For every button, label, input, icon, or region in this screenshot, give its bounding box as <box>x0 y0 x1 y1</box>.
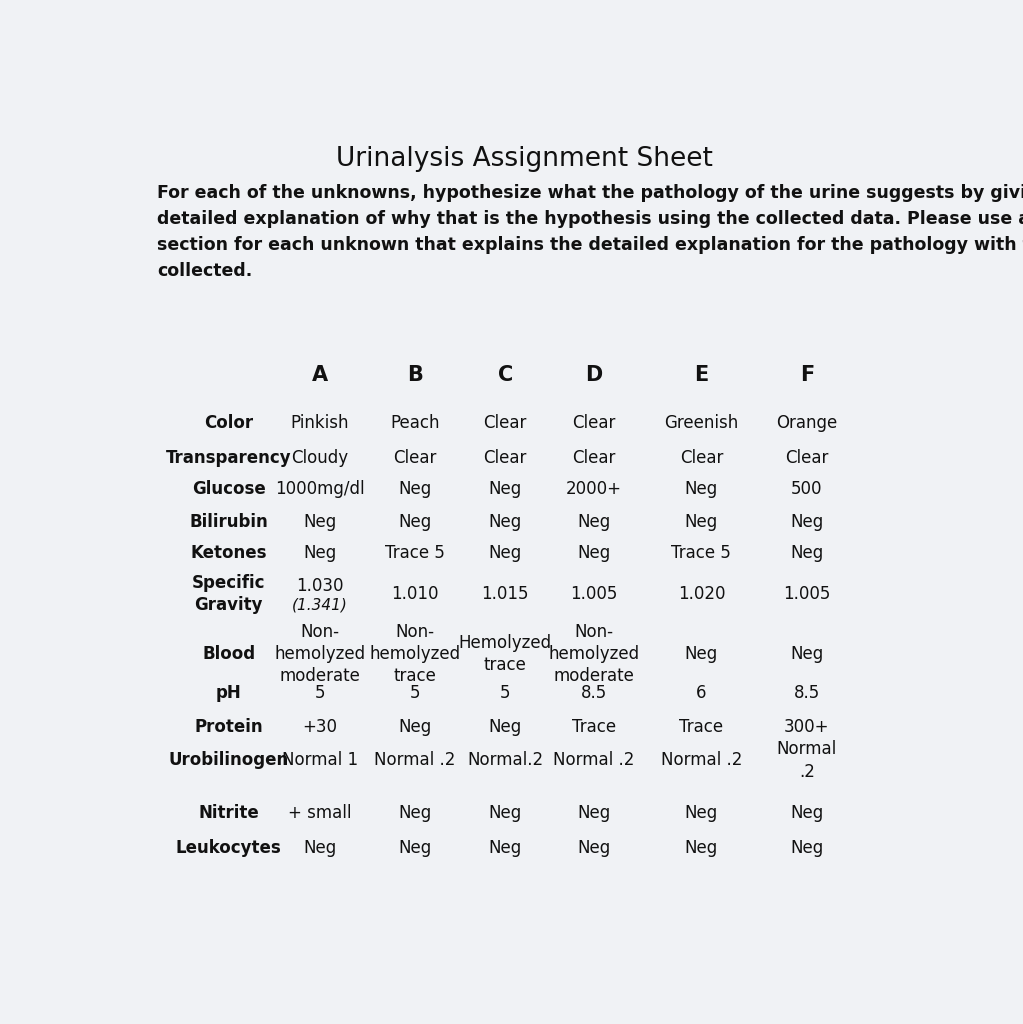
Text: (1.341): (1.341) <box>293 597 348 612</box>
Text: Neg: Neg <box>489 804 522 822</box>
Text: 8.5: 8.5 <box>794 684 819 701</box>
Text: Neg: Neg <box>489 513 522 530</box>
Text: Non-
hemolyzed
moderate: Non- hemolyzed moderate <box>548 623 639 685</box>
Text: Specific
Gravity: Specific Gravity <box>192 574 265 614</box>
Text: 5: 5 <box>315 684 325 701</box>
Text: Neg: Neg <box>577 804 611 822</box>
Text: Neg: Neg <box>684 804 718 822</box>
Text: Glucose: Glucose <box>191 480 266 499</box>
Text: Normal.2: Normal.2 <box>468 752 543 769</box>
Text: Peach: Peach <box>390 414 439 432</box>
Text: Non-
hemolyzed
trace: Non- hemolyzed trace <box>369 623 460 685</box>
Text: Trace 5: Trace 5 <box>671 544 731 561</box>
Text: Nitrite: Nitrite <box>198 804 259 822</box>
Text: 1000mg/dl: 1000mg/dl <box>275 480 365 499</box>
Text: Neg: Neg <box>489 480 522 499</box>
Text: Neg: Neg <box>304 840 337 857</box>
Text: Normal
.2: Normal .2 <box>776 740 837 780</box>
Text: B: B <box>407 366 422 385</box>
Text: Normal .2: Normal .2 <box>553 752 634 769</box>
Text: 1.005: 1.005 <box>570 585 617 603</box>
Text: 1.020: 1.020 <box>677 585 725 603</box>
Text: Neg: Neg <box>790 804 824 822</box>
Text: Trace: Trace <box>679 718 723 735</box>
Text: Neg: Neg <box>684 645 718 664</box>
Text: Neg: Neg <box>790 513 824 530</box>
Text: 2000+: 2000+ <box>566 480 622 499</box>
Text: A: A <box>312 366 328 385</box>
Text: Neg: Neg <box>790 645 824 664</box>
Text: Clear: Clear <box>572 449 616 467</box>
Text: Urinalysis Assignment Sheet: Urinalysis Assignment Sheet <box>336 146 713 172</box>
Text: Neg: Neg <box>398 840 432 857</box>
Text: Blood: Blood <box>203 645 255 664</box>
Text: Normal 1: Normal 1 <box>282 752 358 769</box>
Text: 1.015: 1.015 <box>482 585 529 603</box>
Text: 5: 5 <box>500 684 510 701</box>
Text: Neg: Neg <box>577 840 611 857</box>
Text: Neg: Neg <box>684 513 718 530</box>
Text: Clear: Clear <box>785 449 829 467</box>
Text: + small: + small <box>288 804 352 822</box>
Text: 500: 500 <box>791 480 822 499</box>
Text: Normal .2: Normal .2 <box>661 752 742 769</box>
Text: Neg: Neg <box>304 513 337 530</box>
Text: Clear: Clear <box>572 414 616 432</box>
Text: E: E <box>695 366 709 385</box>
Text: Neg: Neg <box>489 718 522 735</box>
Text: D: D <box>585 366 603 385</box>
Text: Color: Color <box>204 414 253 432</box>
Text: Neg: Neg <box>398 480 432 499</box>
Text: Hemolyzed
trace: Hemolyzed trace <box>458 634 551 674</box>
Text: Neg: Neg <box>398 804 432 822</box>
Text: Neg: Neg <box>684 840 718 857</box>
Text: 1.005: 1.005 <box>783 585 831 603</box>
Text: Greenish: Greenish <box>664 414 739 432</box>
Text: Neg: Neg <box>790 840 824 857</box>
Text: F: F <box>800 366 814 385</box>
Text: Bilirubin: Bilirubin <box>189 513 268 530</box>
Text: Ketones: Ketones <box>190 544 267 561</box>
Text: 8.5: 8.5 <box>580 684 607 701</box>
Text: Neg: Neg <box>304 544 337 561</box>
Text: pH: pH <box>216 684 241 701</box>
Text: Normal .2: Normal .2 <box>374 752 455 769</box>
Text: Protein: Protein <box>194 718 263 735</box>
Text: 1.030: 1.030 <box>297 578 344 595</box>
Text: Trace: Trace <box>572 718 616 735</box>
Text: 300+: 300+ <box>784 718 830 735</box>
Text: Clear: Clear <box>679 449 723 467</box>
Text: Neg: Neg <box>577 513 611 530</box>
Text: Clear: Clear <box>484 414 527 432</box>
Text: Neg: Neg <box>577 544 611 561</box>
Text: +30: +30 <box>303 718 338 735</box>
Text: Orange: Orange <box>776 414 838 432</box>
Text: Neg: Neg <box>398 513 432 530</box>
Text: Neg: Neg <box>398 718 432 735</box>
Text: Neg: Neg <box>489 544 522 561</box>
Text: Leukocytes: Leukocytes <box>176 840 281 857</box>
Text: 5: 5 <box>409 684 419 701</box>
Text: Transparency: Transparency <box>166 449 292 467</box>
Text: Pinkish: Pinkish <box>291 414 349 432</box>
Text: 1.010: 1.010 <box>391 585 439 603</box>
Text: For each of the unknowns, hypothesize what the pathology of the urine suggests b: For each of the unknowns, hypothesize wh… <box>158 184 1023 280</box>
Text: 6: 6 <box>696 684 707 701</box>
Text: Cloudy: Cloudy <box>292 449 349 467</box>
Text: Clear: Clear <box>393 449 437 467</box>
Text: Urobilinogen: Urobilinogen <box>169 752 288 769</box>
Text: C: C <box>497 366 513 385</box>
Text: Trace 5: Trace 5 <box>385 544 445 561</box>
Text: Neg: Neg <box>790 544 824 561</box>
Text: Clear: Clear <box>484 449 527 467</box>
Text: Non-
hemolyzed
moderate: Non- hemolyzed moderate <box>274 623 365 685</box>
Text: Neg: Neg <box>489 840 522 857</box>
Text: Neg: Neg <box>684 480 718 499</box>
